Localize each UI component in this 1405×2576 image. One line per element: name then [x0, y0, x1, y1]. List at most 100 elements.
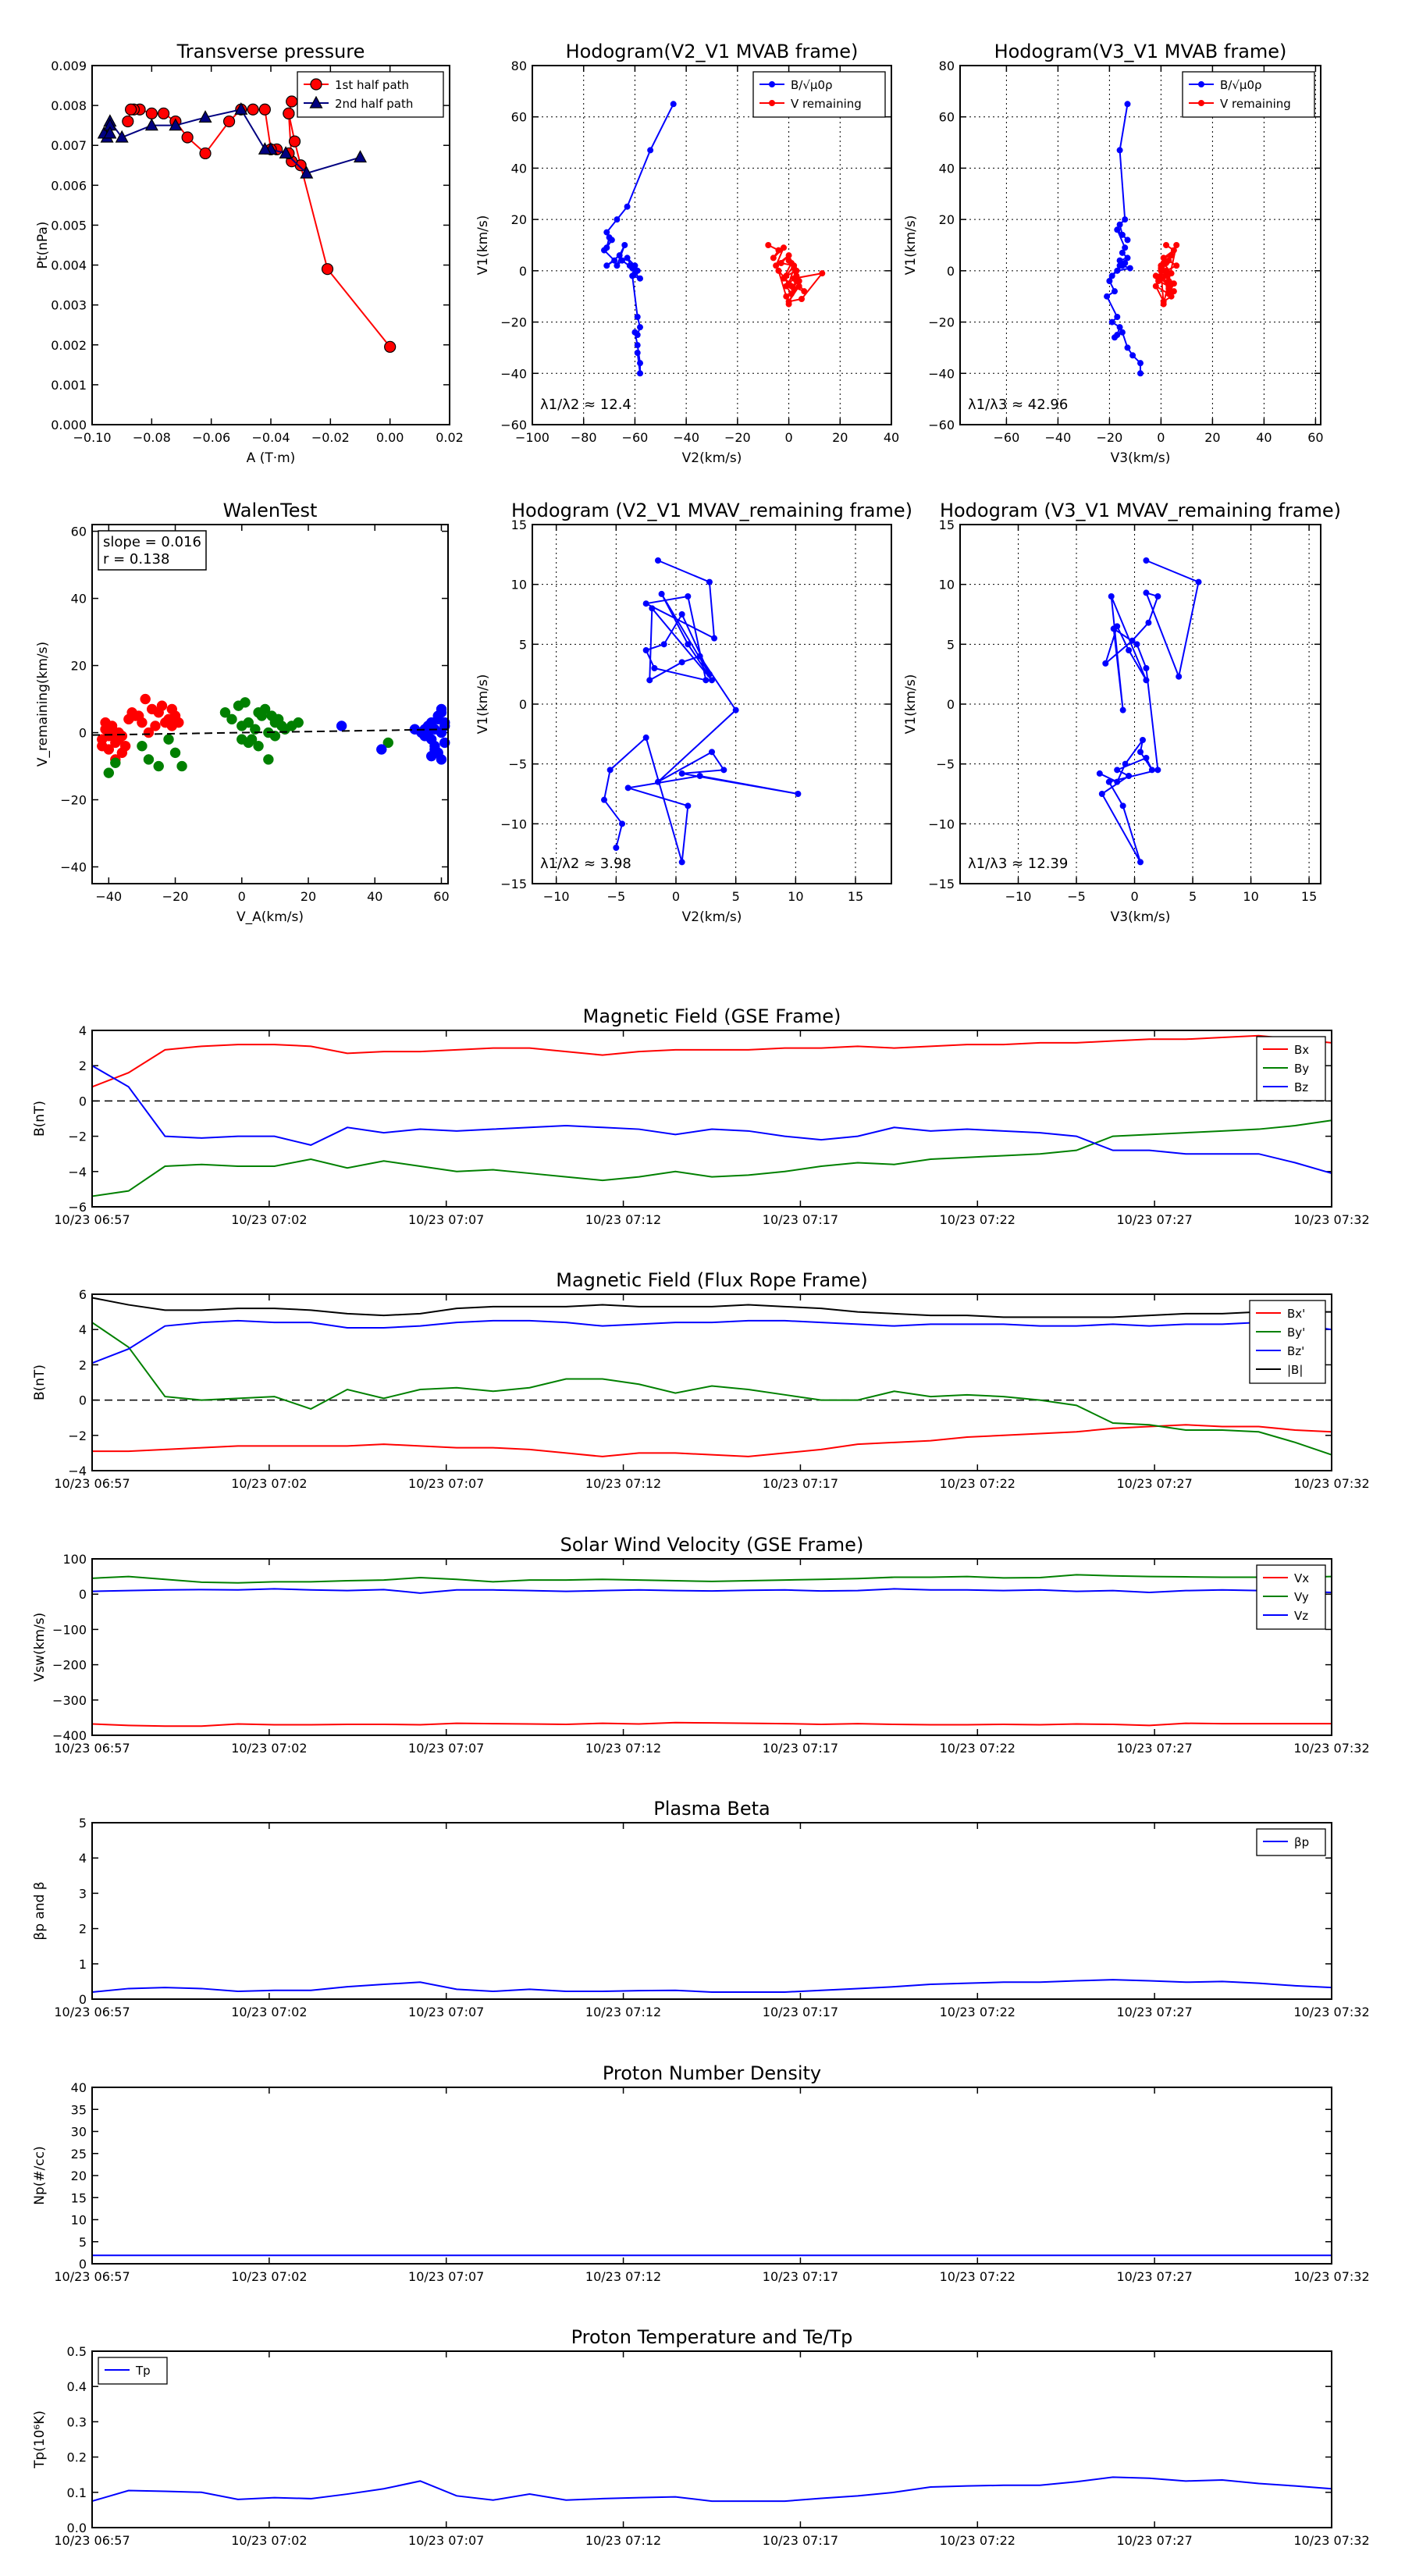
data-point [685, 641, 692, 648]
data-point [269, 731, 281, 742]
x-tick-label: 10 [1243, 889, 1258, 904]
data-point [783, 293, 790, 300]
x-tick-label: 10/23 06:57 [54, 2533, 130, 2548]
data-point [1129, 637, 1136, 644]
y-tick-label: 40 [939, 161, 955, 176]
data-point [1124, 254, 1131, 262]
y-tick-label: 20 [511, 212, 527, 227]
y-tick-label: 3 [79, 1886, 87, 1901]
x-tick-label: 0.02 [436, 430, 464, 445]
plot-frame [91, 2350, 1332, 2528]
data-point [642, 734, 649, 741]
y-tick-label: 10 [511, 578, 527, 592]
x-tick-label: 10/23 07:17 [763, 1476, 838, 1491]
data-point [258, 103, 271, 116]
y-tick-label: 15 [511, 518, 527, 532]
x-tick-label: 10/23 07:02 [231, 1212, 307, 1227]
plot-frame [91, 1030, 1332, 1208]
data-point [624, 203, 631, 210]
legend-label: |B| [1287, 1363, 1303, 1377]
data-point [678, 659, 685, 666]
y-tick-label: −5 [508, 757, 527, 772]
data-point [1168, 270, 1175, 277]
x-tick-label: −0.02 [311, 430, 350, 445]
x-tick-label: −20 [724, 430, 751, 445]
y-tick-label: 2 [79, 1922, 87, 1937]
x-tick-label: 10/23 07:32 [1293, 2005, 1369, 2019]
data-point [258, 142, 272, 155]
y-tick-label: −200 [52, 1658, 87, 1673]
data-point [1126, 647, 1133, 653]
data-point [1114, 267, 1121, 274]
data-point [176, 760, 187, 772]
x-axis-label: V2(km/s) [682, 909, 742, 925]
x-tick-label: 0 [672, 889, 680, 904]
chart-panel-6: Magnetic Field (GSE Frame) −6 −4 −2 0 2 4 10/23… [32, 1005, 1370, 1227]
data-point [769, 81, 775, 87]
y-tick-label: 2 [79, 1059, 87, 1073]
x-tick-label: 10/23 07:12 [585, 1212, 661, 1227]
data-point [1143, 677, 1150, 684]
x-tick-label: 10/23 07:22 [940, 1741, 1016, 1756]
legend-label: V remaining [1220, 97, 1291, 111]
data-point [1126, 265, 1133, 272]
data-point [237, 734, 247, 745]
data-point [621, 242, 628, 248]
data-point [603, 229, 610, 236]
data-point [169, 747, 181, 759]
y-tick-label: −4 [68, 1464, 87, 1478]
data-point [685, 802, 692, 809]
data-point [110, 757, 121, 768]
series-line [91, 1034, 1332, 1088]
stats-line: slope = 0.016 [103, 534, 201, 550]
x-tick-label: 5 [1189, 889, 1197, 904]
data-point [300, 165, 314, 179]
data-point [1143, 665, 1150, 671]
data-point [624, 254, 631, 262]
x-tick-label: 10/23 07:27 [1116, 1741, 1192, 1756]
data-point [781, 275, 787, 282]
x-tick-label: 10/23 07:02 [231, 1741, 307, 1756]
y-tick-label: 0 [79, 1094, 87, 1108]
chart-panel-9: Plasma Beta 0 1 2 3 4 5 10/23 06:57 10/23 07:02 1… [32, 1798, 1370, 2019]
legend-label: Vz [1294, 1609, 1308, 1623]
data-point [1116, 262, 1123, 269]
x-tick-label: 10/23 07:32 [1293, 1741, 1369, 1756]
x-axis-label: V3(km/s) [1111, 909, 1171, 925]
x-tick-label: −40 [1045, 430, 1072, 445]
data-point [1160, 254, 1167, 262]
y-tick-label: −4 [68, 1165, 87, 1179]
data-point [793, 278, 800, 284]
y-tick-label: 4 [79, 1322, 87, 1337]
y-tick-label: −20 [500, 315, 527, 330]
data-point [1114, 314, 1121, 320]
y-tick-label: 35 [71, 2102, 87, 2117]
y-tick-label: 0.009 [51, 59, 87, 73]
data-point [103, 126, 117, 139]
x-tick-label: 10/23 07:02 [231, 1476, 307, 1491]
data-point [711, 635, 718, 642]
data-point [1104, 293, 1111, 300]
data-point [649, 605, 656, 612]
data-point [1119, 329, 1126, 336]
x-tick-label: 10/23 07:07 [408, 2533, 484, 2548]
data-point [1154, 767, 1161, 774]
data-point [1154, 593, 1161, 600]
data-point [642, 600, 649, 607]
lambda-ratio-annotation: λ1/λ3 ≈ 42.96 [968, 397, 1068, 413]
x-tick-label: 10/23 07:12 [585, 1476, 661, 1491]
chart-title: Magnetic Field (GSE Frame) [583, 1005, 841, 1027]
data-point [247, 103, 259, 116]
y-tick-label: 15 [71, 2190, 87, 2205]
data-point [240, 697, 251, 708]
y-axis-label: V1(km/s) [475, 215, 491, 276]
x-tick-label: 10/23 07:27 [1116, 2533, 1192, 2548]
data-point [163, 734, 174, 745]
y-tick-label: 20 [939, 212, 955, 227]
x-tick-label: −0.10 [73, 430, 111, 445]
legend-label: Bx [1294, 1043, 1309, 1057]
data-point [646, 677, 653, 684]
data-point [143, 727, 155, 738]
data-point [1158, 267, 1165, 274]
y-tick-label: 25 [71, 2147, 87, 2161]
